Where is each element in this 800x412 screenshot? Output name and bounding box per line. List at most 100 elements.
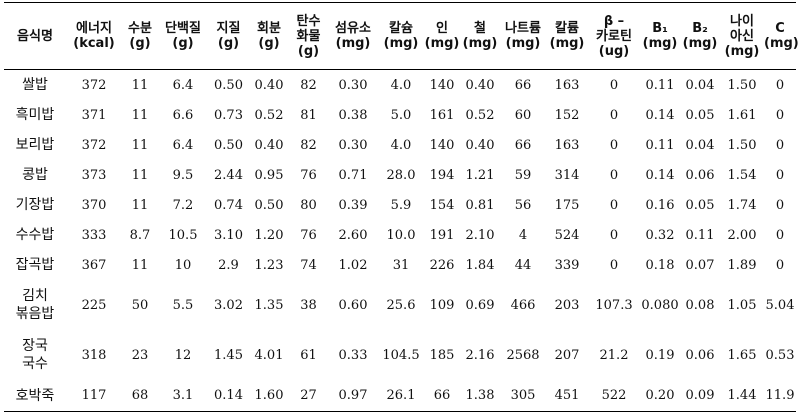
value-cell: 10 [174, 257, 192, 273]
value-cell: 0.04 [685, 77, 715, 93]
value-cell: 5.04 [765, 297, 795, 313]
value-cell: 3.02 [214, 297, 243, 313]
value-cell: 0 [775, 77, 785, 93]
value-cell: 74 [300, 257, 317, 273]
value-cell: 4.0 [390, 77, 412, 93]
value-cell: 185 [429, 347, 455, 363]
value-cell: 0.39 [338, 197, 368, 213]
column-header-line: 단백질 [165, 21, 201, 36]
value-cell: 0 [775, 137, 785, 153]
column-header: 나이 아신 (mg) [720, 2, 764, 70]
value-cell: 466 [510, 297, 536, 313]
value-cell: 0.52 [465, 107, 495, 123]
value-cell: 1.05 [727, 297, 757, 313]
value-cell: 2568 [506, 347, 540, 363]
value-cell: 1.35 [254, 297, 284, 313]
column-header-line: (g) [172, 36, 194, 51]
value-cell: 117 [66, 380, 122, 412]
column-header-line: (g) [258, 36, 280, 51]
table-row: 쌀밥 372 11 6.4 0.50 0.40 82 0.30 4.0 140 0.40 66 163 0… [4, 70, 796, 101]
value-cell: 68 [122, 380, 158, 412]
value-cell: 0 [609, 167, 619, 183]
column-header-line: (g) [129, 36, 151, 51]
value-cell: 2.60 [338, 227, 368, 243]
value-cell: 0.18 [645, 257, 675, 273]
value-cell: 107.3 [595, 297, 633, 313]
value-cell: 1.65 [727, 347, 757, 363]
nutrition-table-container: 음식명 에너지 (kcal) 수분 (g) 단백질 (g) 지질 (g) 회분 (g) 탄수 화물 (g)… [4, 2, 799, 412]
value-cell: 370 [81, 197, 107, 213]
value-cell: 152 [554, 107, 580, 123]
value-cell: 5.0 [390, 107, 412, 123]
column-header-line: (mg) [335, 36, 371, 51]
food-name-cell: 잡곡밥 [4, 250, 66, 280]
value-cell: 0.30 [338, 77, 368, 93]
food-name-cell: 수수밥 [4, 220, 66, 250]
value-cell: 0.04 [685, 137, 715, 153]
food-name-cell: 콩밥 [4, 160, 66, 190]
value-cell: 0 [775, 227, 785, 243]
value-cell: 1.89 [727, 257, 757, 273]
value-cell: 10.5 [168, 227, 198, 243]
value-cell: 333 [81, 227, 107, 243]
food-name-line: 장국 [22, 338, 48, 354]
column-header-line: (mg) [383, 36, 419, 51]
value-cell: 5.5 [172, 297, 194, 313]
value-cell: 175 [554, 197, 580, 213]
value-cell: 0.50 [214, 77, 243, 93]
value-cell: 305 [500, 380, 546, 412]
table-row: 호박죽 117 68 3.1 0.14 1.60 27 0.97 26.1 66 1.38 305 45… [4, 380, 796, 412]
value-cell: 0 [775, 167, 785, 183]
value-cell: 2.00 [727, 227, 757, 243]
value-cell: 0.50 [254, 197, 284, 213]
column-header-line: (mg) [642, 36, 678, 51]
column-header-line: (mg) [462, 36, 498, 51]
value-cell: 0.69 [465, 297, 495, 313]
column-header: 음식명 [4, 2, 66, 70]
value-cell: 0.40 [465, 137, 495, 153]
value-cell: 207 [554, 347, 580, 363]
value-cell: 0.14 [645, 167, 675, 183]
food-name-line: 흑미밥 [15, 107, 55, 123]
value-cell: 318 [81, 347, 107, 363]
value-cell: 371 [81, 107, 107, 123]
column-header: 지질 (g) [208, 2, 249, 70]
value-cell: 56 [514, 197, 532, 213]
value-cell: 0 [775, 257, 785, 273]
value-cell: 11 [131, 197, 149, 213]
value-cell: 522 [588, 380, 640, 412]
value-cell: 1.50 [727, 77, 757, 93]
value-cell: 0 [609, 137, 619, 153]
column-header-line: 칼륨 [555, 21, 579, 36]
table-row: 김치 볶음밥 225 50 5.5 3.02 1.35 38 0.60 25.6 109 0.69 46… [4, 280, 796, 330]
value-cell: 1.38 [460, 380, 500, 412]
value-cell: 81 [300, 107, 317, 123]
value-cell: 82 [300, 77, 317, 93]
value-cell: 66 [514, 77, 532, 93]
column-header: B₁ (mg) [640, 2, 680, 70]
column-header: 칼륨 (mg) [546, 2, 588, 70]
food-name-line: 볶음밥 [15, 306, 55, 322]
value-cell: 191 [429, 227, 455, 243]
food-name-cell: 흑미밥 [4, 100, 66, 130]
value-cell: 4.01 [254, 347, 284, 363]
value-cell: 0.81 [465, 197, 495, 213]
value-cell: 12 [174, 347, 192, 363]
column-header-line: 탄수 [296, 13, 321, 29]
value-cell: 66 [424, 380, 460, 412]
value-cell: 163 [554, 77, 580, 93]
value-cell: 0.14 [645, 107, 675, 123]
value-cell: 0.11 [685, 227, 715, 243]
value-cell: 0.05 [685, 197, 715, 213]
value-cell: 194 [429, 167, 455, 183]
value-cell: 82 [300, 137, 317, 153]
value-cell: 0.20 [640, 380, 680, 412]
value-cell: 161 [429, 107, 455, 123]
column-header-line: B₁ [652, 21, 668, 36]
value-cell: 1.74 [727, 197, 757, 213]
value-cell: 109 [429, 297, 455, 313]
column-header-line: 칼슘 [389, 21, 413, 36]
value-cell: 61 [300, 347, 317, 363]
value-cell: 451 [546, 380, 588, 412]
column-header: 에너지 (kcal) [66, 2, 122, 70]
